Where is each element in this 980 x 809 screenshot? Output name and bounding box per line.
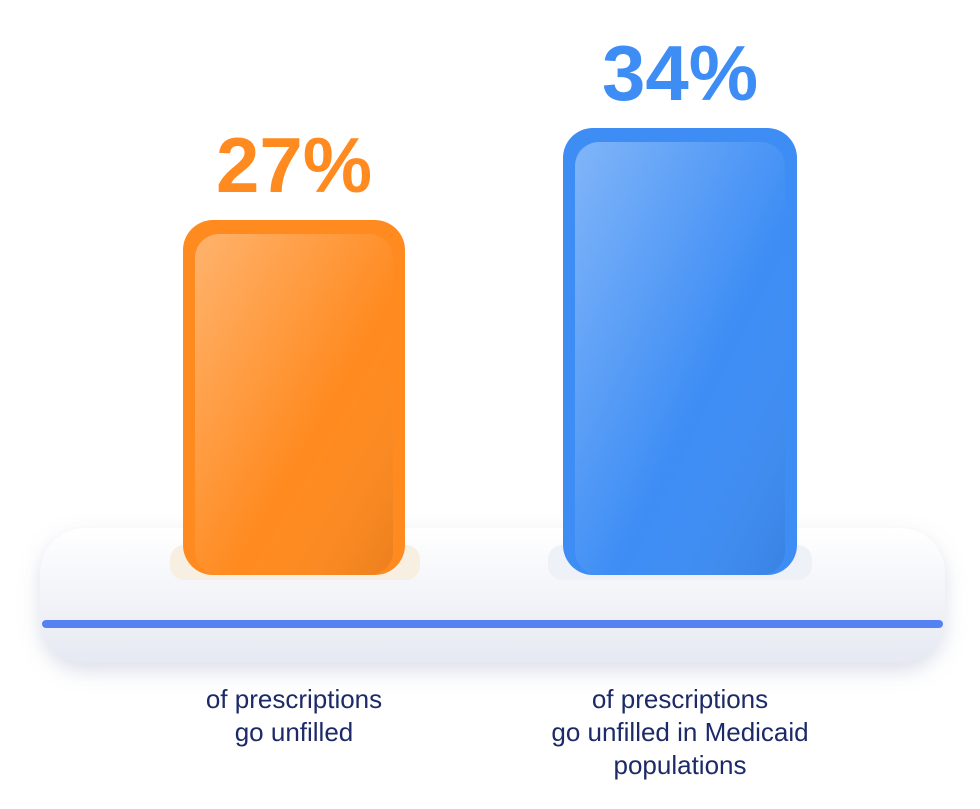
- category-label: of prescriptions go unfilled: [205, 684, 383, 747]
- category-label: of prescriptions go unfilled in Medicaid…: [551, 684, 809, 780]
- bar-highlight: [195, 234, 393, 575]
- bar-highlight: [575, 142, 785, 575]
- value-label: 34%: [602, 29, 758, 117]
- value-label: 27%: [216, 121, 372, 209]
- platform: [40, 528, 945, 663]
